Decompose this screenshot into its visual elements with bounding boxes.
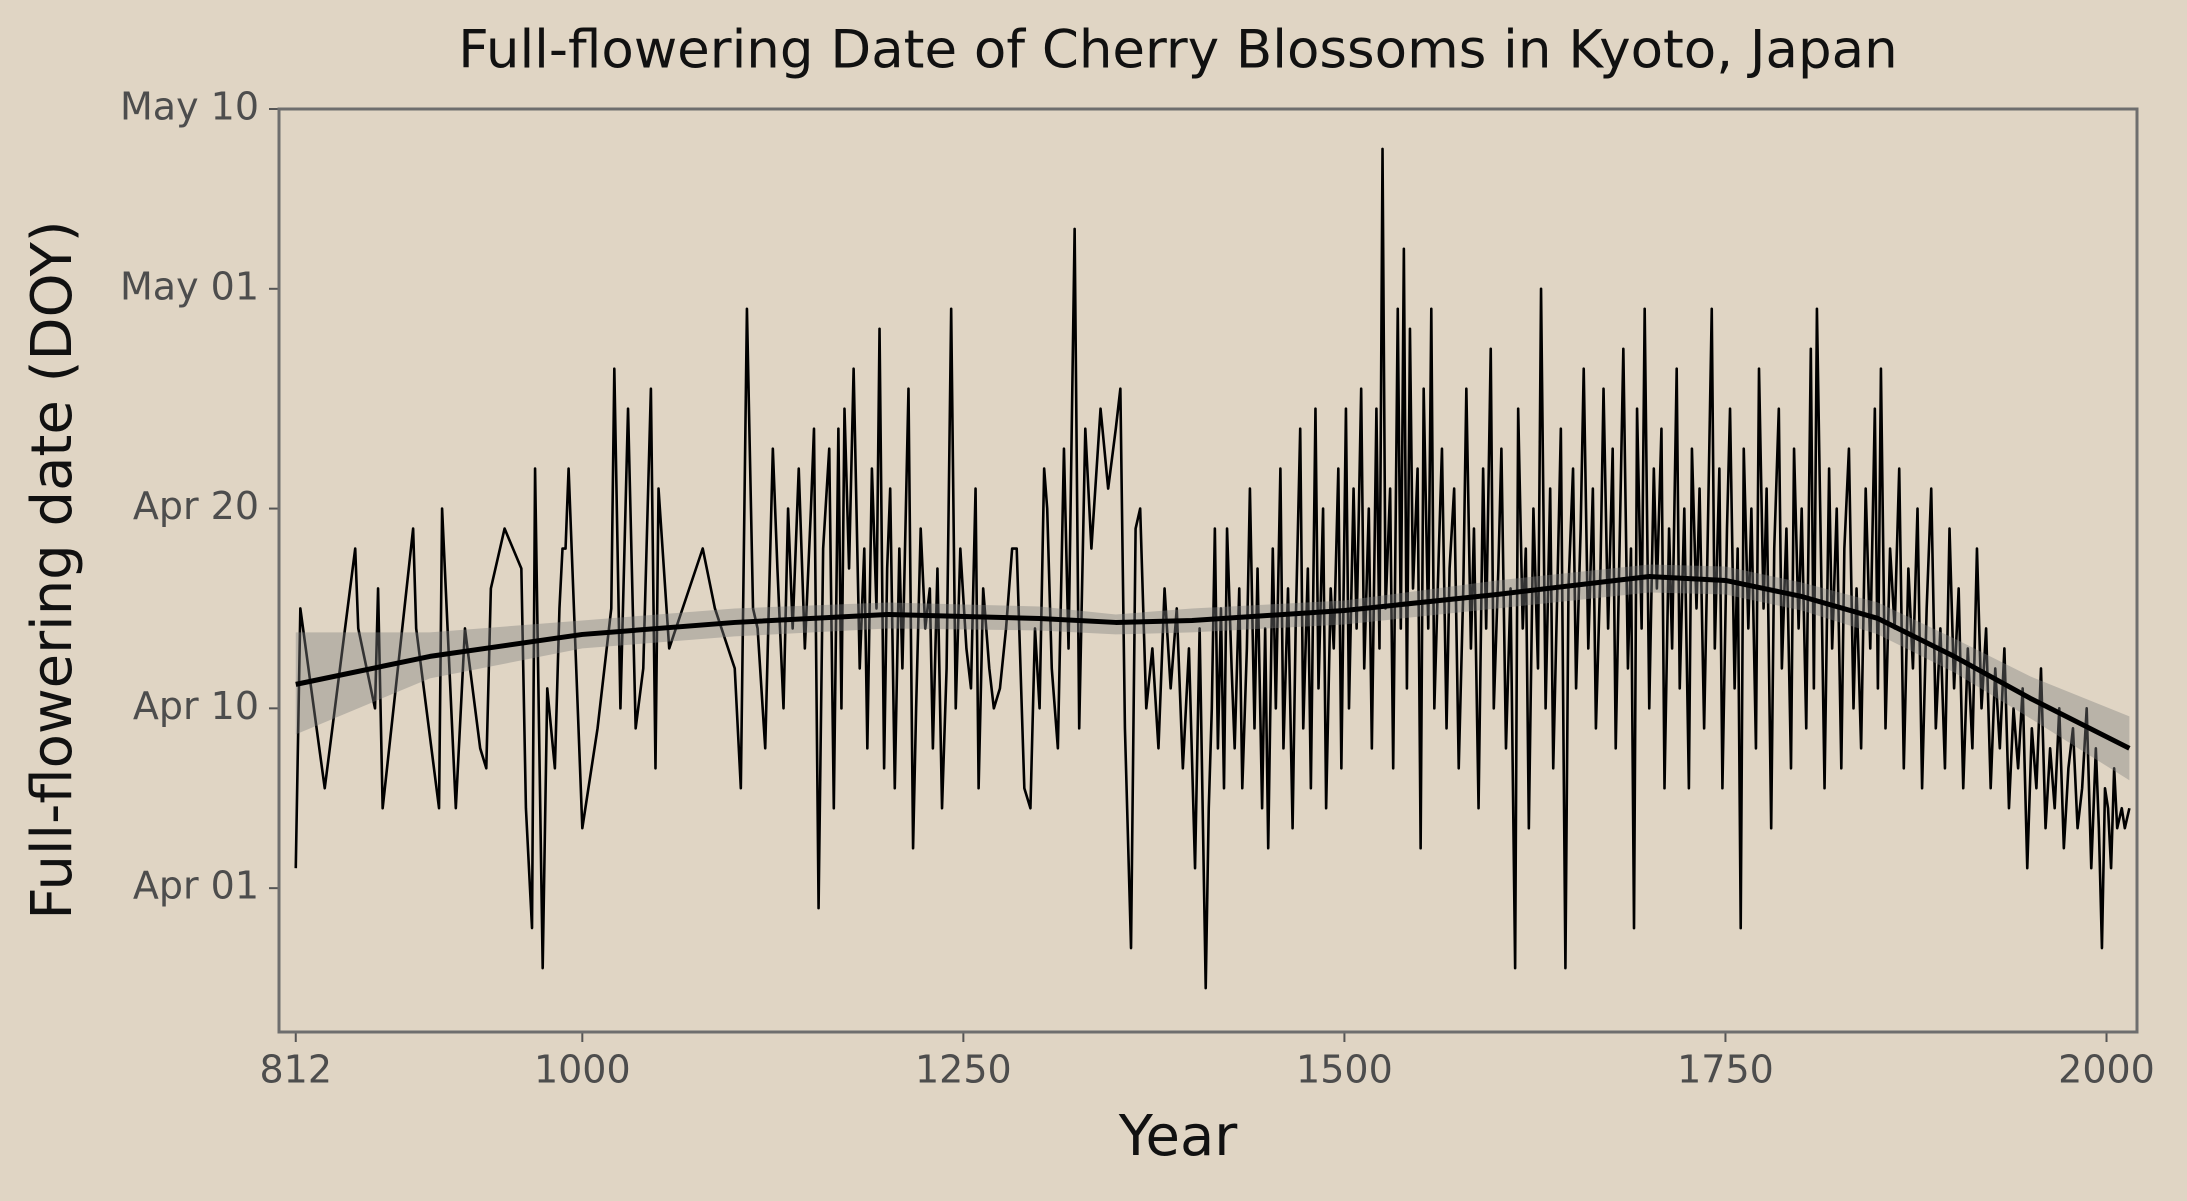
y-tick-label: Apr 01: [133, 864, 259, 908]
y-axis-title: Full-flowering date (DOY): [20, 220, 85, 919]
x-tick-label: 2000: [2058, 1048, 2155, 1092]
x-axis-title: Year: [1118, 1104, 1239, 1169]
x-tick-label: 1250: [915, 1048, 1012, 1092]
y-tick-label: Apr 20: [133, 484, 259, 528]
smooth-line: [295, 573, 2131, 751]
confidence-band: [295, 564, 2130, 781]
x-tick-label: 812: [260, 1048, 333, 1092]
y-tick-label: Apr 10: [133, 684, 259, 728]
y-tick-label: May 10: [120, 85, 259, 129]
x-tick-label: 1750: [1677, 1048, 1774, 1092]
chart-title: Full-flowering Date of Cherry Blossoms i…: [458, 20, 1897, 81]
plot-frame: [277, 107, 2139, 1034]
y-tick-label: May 01: [120, 264, 259, 308]
x-tick-label: 1000: [534, 1048, 631, 1092]
x-tick-label: 1500: [1296, 1048, 1393, 1092]
data-line: [294, 147, 2131, 990]
